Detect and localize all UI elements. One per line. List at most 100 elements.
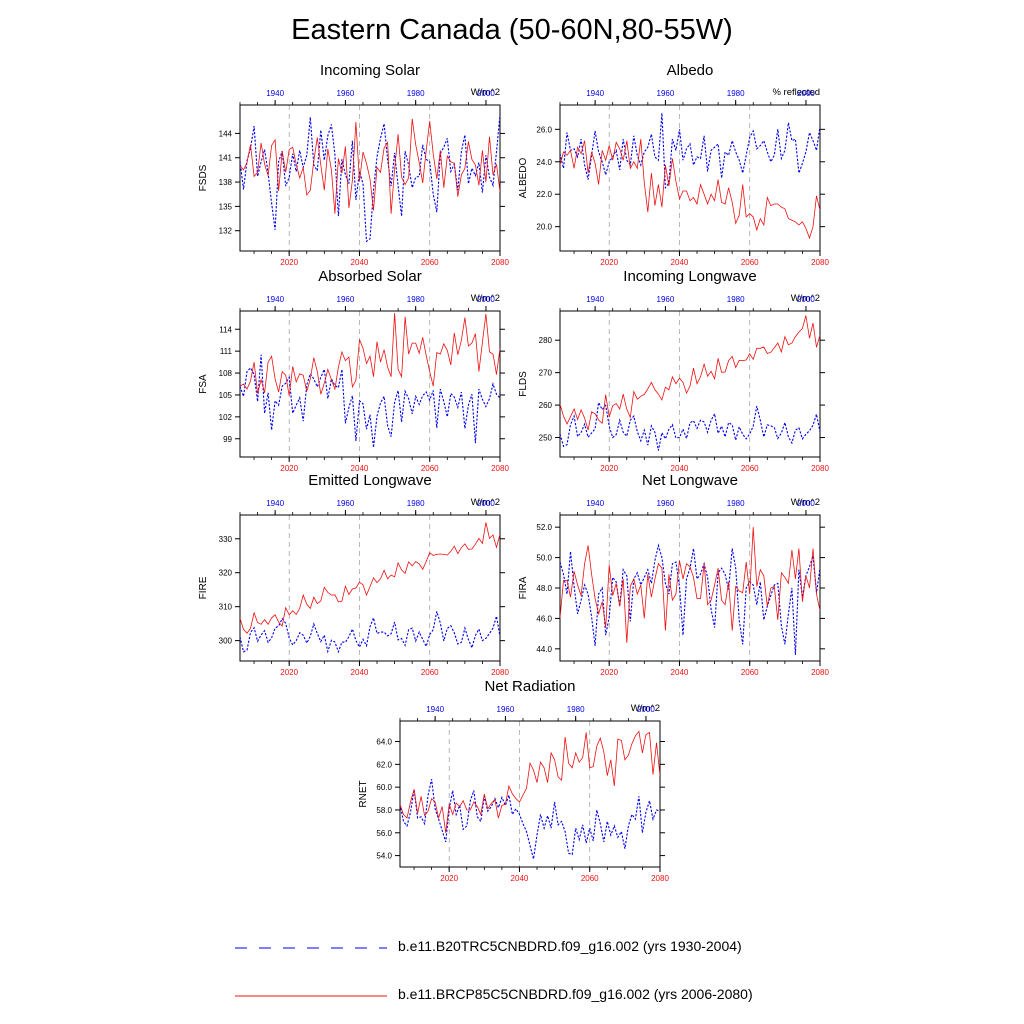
legend-entry-future: b.e11.BRCP85C5CNBDRD.f09_g16.002 (yrs 20… (230, 986, 830, 1006)
chart-title: Net Longwave (642, 472, 738, 489)
units-label: W/m^2 (791, 293, 820, 304)
x-tick-label-bottom: 2020 (600, 258, 618, 267)
x-tick-label-top: 1940 (586, 499, 604, 508)
legend: b.e11.B20TRC5CNBDRD.f09_g16.002 (yrs 193… (230, 930, 830, 1020)
x-tick-label-top: 1940 (426, 705, 444, 714)
y-axis-label: FIRE (198, 576, 209, 599)
x-tick-label-bottom: 2080 (491, 258, 509, 267)
x-tick-label-bottom: 2040 (351, 464, 369, 473)
x-tick-label-top: 1980 (407, 499, 425, 508)
x-tick-label-top: 1960 (337, 89, 355, 98)
x-tick-label-top: 1980 (727, 89, 745, 98)
y-tick-label: 138 (219, 178, 233, 187)
chart-svg: Emitted Longwave W/m^2 FIRE 300 310 320 330 202… (198, 472, 509, 677)
y-tick-label: 132 (219, 227, 233, 236)
x-tick-label-top: 1960 (337, 295, 355, 304)
series-line-historical (560, 543, 820, 655)
units-label: W/m^2 (471, 87, 500, 98)
y-axis-label: RNET (358, 780, 369, 807)
x-tick-label-top: 1980 (727, 295, 745, 304)
y-tick-label: 22.0 (536, 190, 552, 199)
y-tick-label: 310 (219, 603, 233, 612)
series-line-historical (400, 779, 660, 860)
chart-svg: Absorbed Solar W/m^2 FSA 99 102 105 108 111 114 2… (198, 268, 509, 473)
y-tick-label: 270 (539, 369, 553, 378)
x-tick-label-bottom: 2060 (421, 668, 439, 677)
chart-svg: Net Radiation W/m^2 RNET 54.0 56.0 58.0 60.0 62… (358, 678, 669, 883)
panel-incoming-solar: Incoming Solar W/m^2 FSDS 132 135 138 141 144 20… (190, 58, 510, 267)
x-tick-label-top: 2000 (797, 89, 815, 98)
x-tick-label-top: 1940 (266, 295, 284, 304)
y-tick-label: 330 (219, 535, 233, 544)
y-tick-label: 99 (223, 435, 232, 444)
x-tick-label-top: 1960 (657, 295, 675, 304)
x-tick-label-bottom: 2060 (581, 874, 599, 883)
y-axis-label: FIRA (518, 576, 529, 599)
x-tick-label-bottom: 2040 (671, 464, 689, 473)
x-tick-label-bottom: 2020 (600, 464, 618, 473)
chart-svg: Incoming Solar W/m^2 FSDS 132 135 138 141 144 20… (198, 62, 509, 267)
y-tick-label: 250 (539, 434, 553, 443)
y-tick-label: 111 (220, 347, 233, 356)
x-tick-label-bottom: 2060 (421, 258, 439, 267)
chart-title: Albedo (667, 62, 714, 79)
y-tick-label: 144 (219, 129, 233, 138)
series-line-historical (240, 354, 500, 448)
plot-frame (559, 310, 821, 458)
panel-absorbed-solar: Absorbed Solar W/m^2 FSA 99 102 105 108 111 114 2… (190, 264, 510, 473)
y-tick-label: 105 (219, 391, 233, 400)
units-label: W/m^2 (471, 293, 500, 304)
y-tick-label: 46.0 (536, 614, 552, 623)
x-tick-label-bottom: 2020 (440, 874, 458, 883)
y-tick-label: 20.0 (536, 223, 552, 232)
series-line-historical (240, 114, 500, 243)
plot-frame (239, 514, 501, 662)
panel-emitted-longwave: Emitted Longwave W/m^2 FIRE 300 310 320 330 202… (190, 468, 510, 677)
x-tick-label-bottom: 2040 (511, 874, 529, 883)
chart-title: Incoming Solar (320, 62, 420, 79)
x-tick-label-bottom: 2040 (351, 258, 369, 267)
y-tick-label: 108 (219, 369, 233, 378)
y-tick-label: 56.0 (376, 829, 392, 838)
x-tick-label-bottom: 2080 (811, 258, 829, 267)
series-line-historical (240, 611, 500, 654)
series-line-future (240, 313, 500, 396)
y-tick-label: 24.0 (536, 158, 552, 167)
chart-svg: Incoming Longwave W/m^2 FLDS 250 260 270 280 20… (518, 268, 829, 473)
legend-swatch-dashed (235, 947, 387, 949)
units-label: W/m^2 (471, 497, 500, 508)
y-axis-label: FSA (198, 374, 209, 394)
series-line-future (560, 139, 820, 240)
series-line-historical (560, 113, 820, 190)
series-line-future (560, 315, 820, 431)
x-tick-label-bottom: 2060 (741, 258, 759, 267)
panel-net-radiation: Net Radiation W/m^2 RNET 54.0 56.0 58.0 60.0 62… (350, 674, 670, 883)
x-tick-label-top: 2000 (797, 295, 815, 304)
plot-frame (399, 720, 661, 868)
y-tick-label: 64.0 (376, 738, 392, 747)
x-tick-label-top: 1980 (567, 705, 585, 714)
chart-svg: Net Longwave W/m^2 FIRA 44.0 46.0 48.0 50.0 52.… (518, 472, 829, 677)
panel-net-longwave: Net Longwave W/m^2 FIRA 44.0 46.0 48.0 50.0 52.… (510, 468, 830, 677)
y-tick-label: 58.0 (376, 806, 392, 815)
plot-frame (559, 104, 821, 252)
x-tick-label-top: 2000 (797, 499, 815, 508)
chart-svg: Albedo % reflected ALBEDO 20.0 22.0 24.0 26.0 2… (518, 62, 829, 267)
panel-albedo: Albedo % reflected ALBEDO 20.0 22.0 24.0 26.0 2… (510, 58, 830, 267)
y-tick-label: 48.0 (536, 584, 552, 593)
series-line-historical (560, 400, 820, 451)
y-tick-label: 102 (219, 413, 233, 422)
x-tick-label-bottom: 2040 (351, 668, 369, 677)
x-tick-label-top: 1940 (586, 89, 604, 98)
y-axis-label: ALBEDO (518, 157, 529, 198)
legend-label-future: b.e11.BRCP85C5CNBDRD.f09_g16.002 (yrs 20… (398, 986, 753, 1002)
y-axis-label: FSDS (198, 164, 209, 191)
series-line-future (240, 522, 500, 634)
chart-title: Emitted Longwave (308, 472, 431, 489)
x-tick-label-top: 2000 (637, 705, 655, 714)
x-tick-label-top: 1980 (407, 295, 425, 304)
x-tick-label-top: 1940 (586, 295, 604, 304)
series-line-future (400, 730, 660, 833)
chart-title: Absorbed Solar (318, 268, 421, 285)
y-tick-label: 62.0 (376, 760, 392, 769)
